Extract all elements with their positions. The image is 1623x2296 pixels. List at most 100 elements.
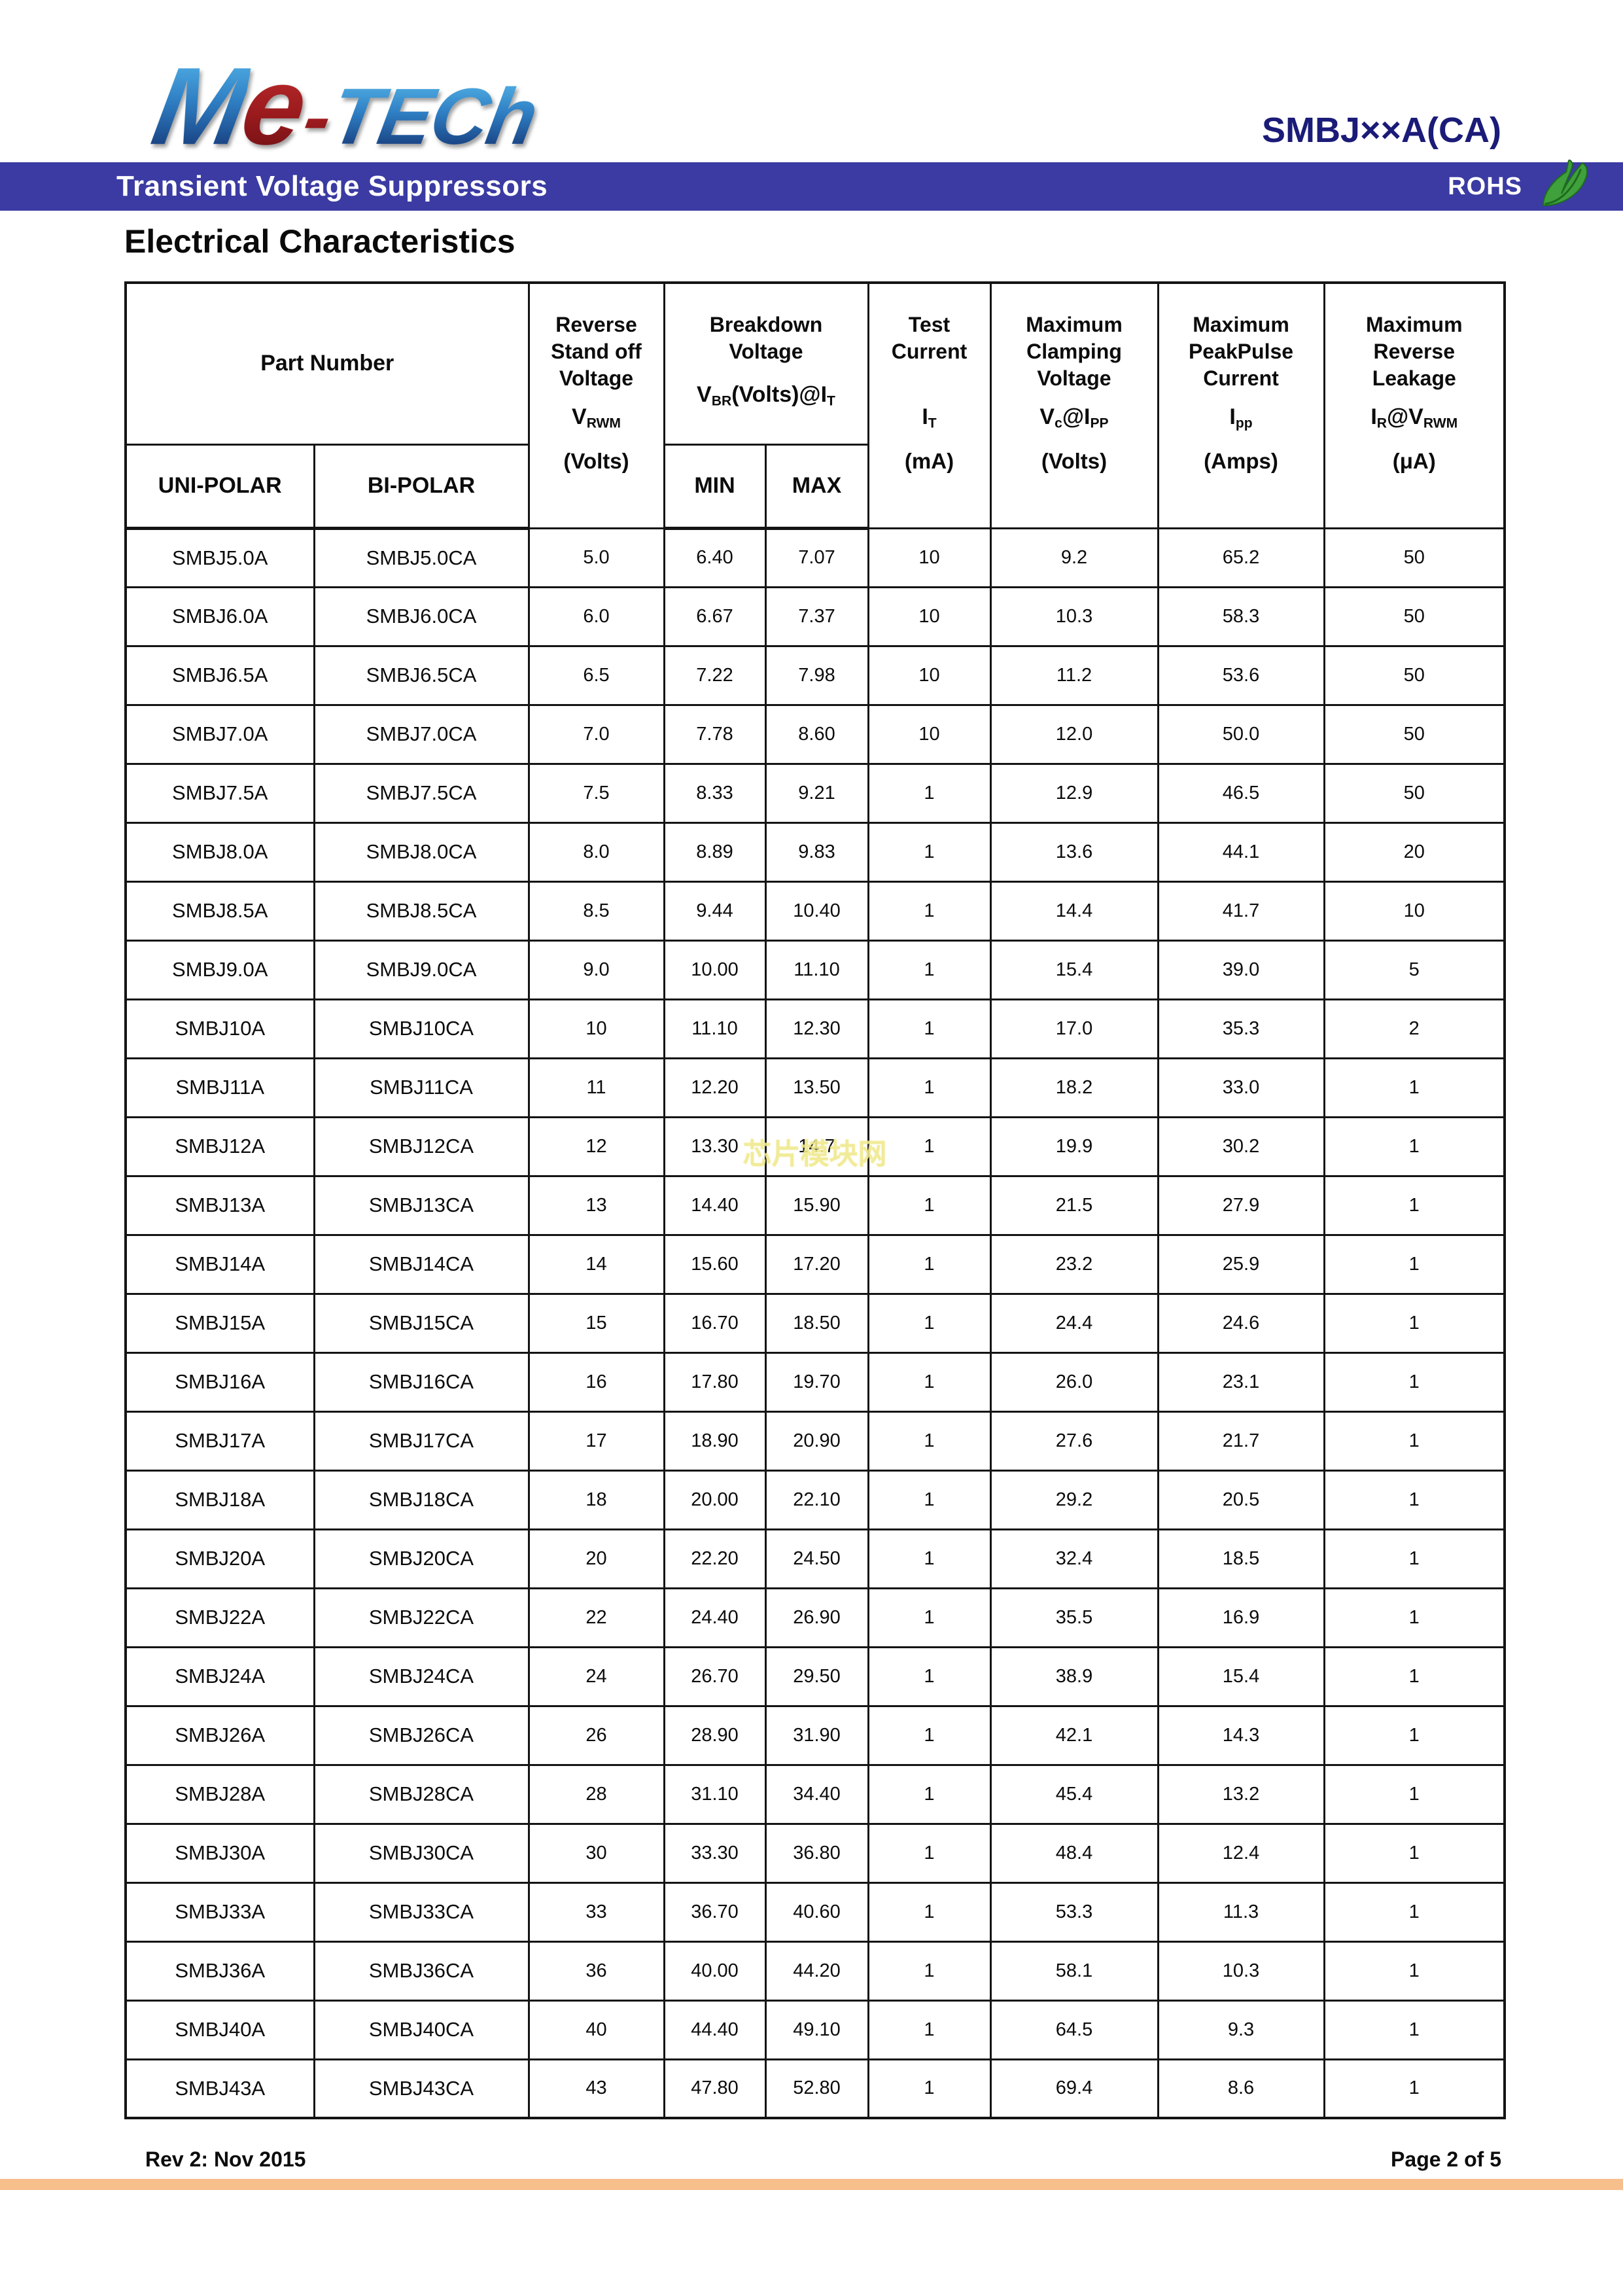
cell-peak-pulse-current: 10.3 <box>1157 1940 1325 2002</box>
cell-bi-polar: SMBJ7.0CA <box>313 703 530 765</box>
cell-peak-pulse-current: 46.5 <box>1157 762 1325 824</box>
clamping-title: Maximum Clamping Voltage <box>1026 313 1123 390</box>
cell-bi-polar: SMBJ15CA <box>313 1292 530 1354</box>
cell-clamping-voltage: 58.1 <box>989 1940 1159 2002</box>
cell-test-current: 1 <box>867 1528 992 1589</box>
cell-clamping-voltage: 27.6 <box>989 1410 1159 1472</box>
table-row: SMBJ15A SMBJ15CA 15 16.70 18.50 1 24.4 24.6 1 <box>124 1292 1506 1354</box>
cell-breakdown-min: 13.30 <box>663 1116 767 1177</box>
cell-peak-pulse-current: 39.0 <box>1157 939 1325 1000</box>
cell-bi-polar: SMBJ6.5CA <box>313 645 530 706</box>
cell-vrwm: 36 <box>527 1940 665 2002</box>
cell-bi-polar: SMBJ8.0CA <box>313 821 530 883</box>
cell-peak-pulse-current: 41.7 <box>1157 880 1325 942</box>
table-row: SMBJ6.5A SMBJ6.5CA 6.5 7.22 7.98 10 11.2 53.6 50 <box>124 645 1506 706</box>
cell-uni-polar: SMBJ20A <box>124 1528 315 1589</box>
cell-test-current: 1 <box>867 1292 992 1354</box>
table-row: SMBJ12A SMBJ12CA 12 13.30 14.7 芯片模块网 1 19.9 30.2… <box>124 1116 1506 1177</box>
cell-bi-polar: SMBJ36CA <box>313 1940 530 2002</box>
cell-breakdown-min: 7.22 <box>663 645 767 706</box>
part-number-label: Part Number <box>260 351 394 376</box>
table-row: SMBJ28A SMBJ28CA 28 31.10 34.40 1 45.4 13.2 1 <box>124 1763 1506 1825</box>
table-row: SMBJ7.0A SMBJ7.0CA 7.0 7.78 8.60 10 12.0 50.0 50 <box>124 703 1506 765</box>
table-row: SMBJ5.0A SMBJ5.0CA 5.0 6.40 7.07 10 9.2 65.2 50 <box>124 527 1506 588</box>
table-row: SMBJ13A SMBJ13CA 13 14.40 15.90 1 21.5 27.9 1 <box>124 1174 1506 1236</box>
cell-vrwm: 16 <box>527 1351 665 1413</box>
cell-test-current: 1 <box>867 1410 992 1472</box>
cell-bi-polar: SMBJ8.5CA <box>313 880 530 942</box>
cell-clamping-voltage: 14.4 <box>989 880 1159 942</box>
cell-breakdown-max: 18.50 <box>764 1292 869 1354</box>
table-row: SMBJ6.0A SMBJ6.0CA 6.0 6.67 7.37 10 10.3 58.3 50 <box>124 586 1506 647</box>
cell-reverse-leakage: 50 <box>1323 527 1506 588</box>
cell-peak-pulse-current: 53.6 <box>1157 645 1325 706</box>
peak-pulse-unit: (Amps) <box>1204 449 1278 473</box>
cell-breakdown-min: 40.00 <box>663 1940 767 2002</box>
col-header-breakdown-voltage: Breakdown Voltage VBR(Volts)@IT <box>663 281 869 446</box>
cell-breakdown-max: 22.10 <box>764 1469 869 1530</box>
cell-clamping-voltage: 53.3 <box>989 1881 1159 1943</box>
cell-test-current: 1 <box>867 1587 992 1648</box>
cell-test-current: 1 <box>867 821 992 883</box>
cell-test-current: 1 <box>867 1881 992 1943</box>
cell-bi-polar: SMBJ9.0CA <box>313 939 530 1000</box>
test-current-title: Test Current <box>891 313 968 363</box>
cell-uni-polar: SMBJ12A <box>124 1116 315 1177</box>
cell-test-current: 1 <box>867 1704 992 1766</box>
cell-peak-pulse-current: 11.3 <box>1157 1881 1325 1943</box>
cell-reverse-leakage: 1 <box>1323 1587 1506 1648</box>
cell-breakdown-min: 33.30 <box>663 1822 767 1884</box>
cell-uni-polar: SMBJ17A <box>124 1410 315 1472</box>
cell-vrwm: 7.0 <box>527 703 665 765</box>
cell-peak-pulse-current: 9.3 <box>1157 1999 1325 2060</box>
cell-peak-pulse-current: 16.9 <box>1157 1587 1325 1648</box>
cell-peak-pulse-current: 30.2 <box>1157 1116 1325 1177</box>
table-row: SMBJ16A SMBJ16CA 16 17.80 19.70 1 26.0 23.1 1 <box>124 1351 1506 1413</box>
cell-peak-pulse-current: 58.3 <box>1157 586 1325 647</box>
table-row: SMBJ22A SMBJ22CA 22 24.40 26.90 1 35.5 16.9 1 <box>124 1587 1506 1648</box>
table-row: SMBJ26A SMBJ26CA 26 28.90 31.90 1 42.1 14.3 1 <box>124 1704 1506 1766</box>
cell-reverse-leakage: 1 <box>1323 1704 1506 1766</box>
col-header-part-number: Part Number <box>124 281 530 446</box>
cell-bi-polar: SMBJ14CA <box>313 1233 530 1295</box>
cell-vrwm: 12 <box>527 1116 665 1177</box>
cell-reverse-leakage: 1 <box>1323 1292 1506 1354</box>
cell-uni-polar: SMBJ8.0A <box>124 821 315 883</box>
cell-uni-polar: SMBJ10A <box>124 998 315 1059</box>
cell-breakdown-min: 22.20 <box>663 1528 767 1589</box>
cell-reverse-leakage: 1 <box>1323 1351 1506 1413</box>
cell-breakdown-max: 40.60 <box>764 1881 869 1943</box>
cell-breakdown-max: 52.80 <box>764 2058 869 2119</box>
banner: Transient Voltage Suppressors ROHS <box>0 159 1623 211</box>
cell-breakdown-max: 10.40 <box>764 880 869 942</box>
cell-reverse-leakage: 1 <box>1323 1528 1506 1589</box>
cell-bi-polar: SMBJ40CA <box>313 1999 530 2060</box>
reverse-leakage-unit: (μA) <box>1392 449 1436 473</box>
reverse-leakage-title: Maximum Reverse Leakage <box>1365 313 1463 390</box>
cell-uni-polar: SMBJ14A <box>124 1233 315 1295</box>
cell-bi-polar: SMBJ7.5CA <box>313 762 530 824</box>
cell-vrwm: 11 <box>527 1057 665 1118</box>
cell-clamping-voltage: 45.4 <box>989 1763 1159 1825</box>
cell-breakdown-max: 34.40 <box>764 1763 869 1825</box>
cell-reverse-leakage: 5 <box>1323 939 1506 1000</box>
cell-breakdown-min: 24.40 <box>663 1587 767 1648</box>
cell-uni-polar: SMBJ24A <box>124 1646 315 1707</box>
breakdown-symbol: VBR(Volts)@IT <box>697 382 835 409</box>
cell-breakdown-max: 15.90 <box>764 1174 869 1236</box>
cell-breakdown-min: 28.90 <box>663 1704 767 1766</box>
cell-bi-polar: SMBJ30CA <box>313 1822 530 1884</box>
cell-uni-polar: SMBJ8.5A <box>124 880 315 942</box>
col-header-uni-polar: UNI-POLAR <box>124 443 315 530</box>
cell-breakdown-max: 7.98 <box>764 645 869 706</box>
cell-uni-polar: SMBJ33A <box>124 1881 315 1943</box>
cell-breakdown-min: 6.67 <box>663 586 767 647</box>
cell-uni-polar: SMBJ13A <box>124 1174 315 1236</box>
cell-reverse-leakage: 1 <box>1323 1116 1506 1177</box>
table-row: SMBJ8.0A SMBJ8.0CA 8.0 8.89 9.83 1 13.6 44.1 20 <box>124 821 1506 883</box>
logo-letters-tech: TECh <box>324 72 544 161</box>
cell-breakdown-min: 31.10 <box>663 1763 767 1825</box>
reverse-standoff-symbol: VRWM <box>572 404 621 431</box>
cell-breakdown-max: 12.30 <box>764 998 869 1059</box>
cell-uni-polar: SMBJ40A <box>124 1999 315 2060</box>
